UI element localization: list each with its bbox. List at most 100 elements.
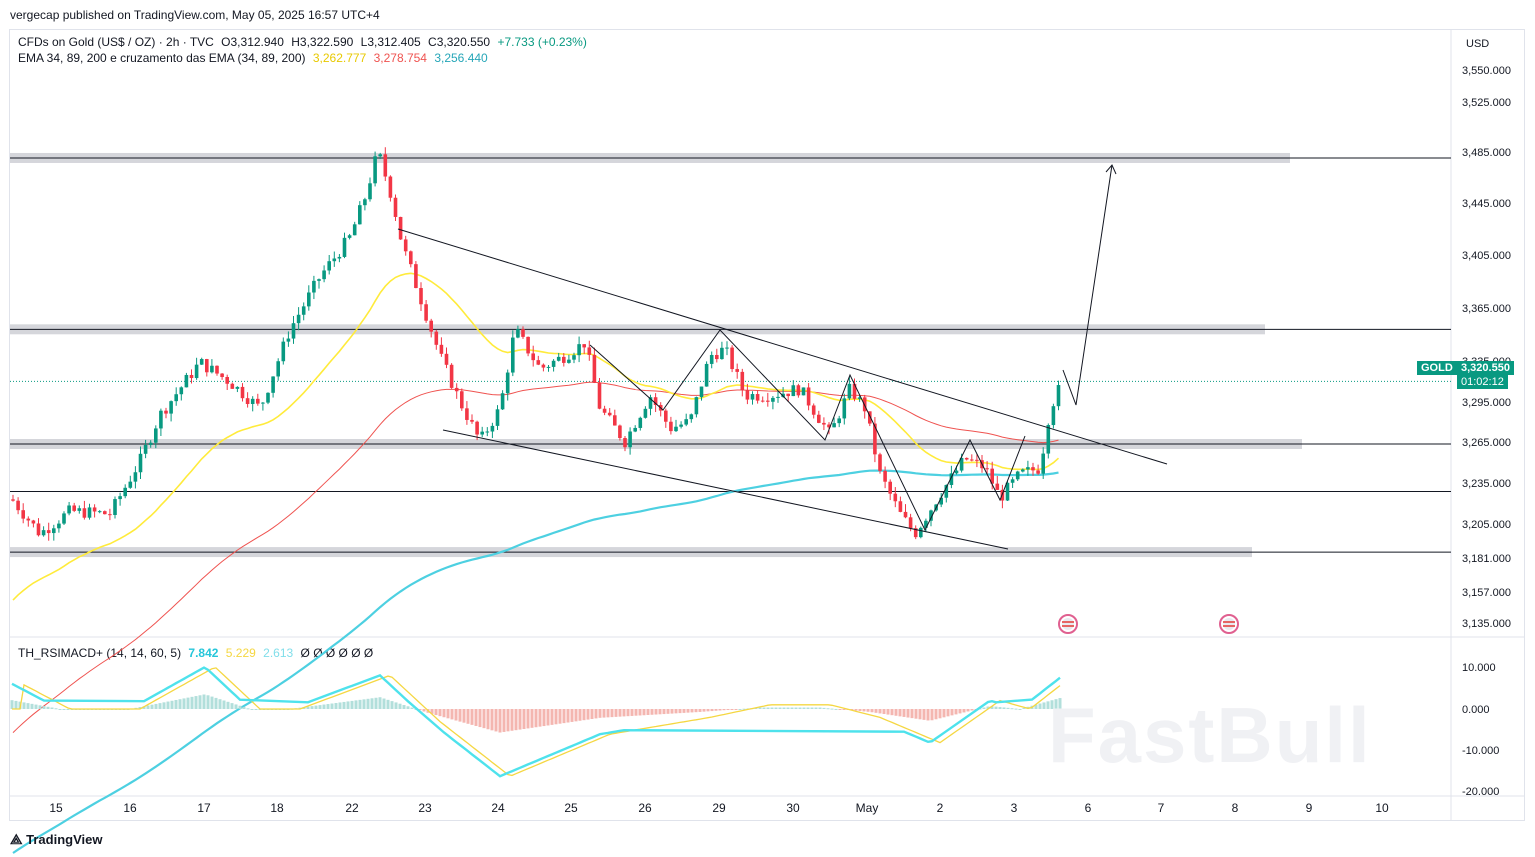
candle-body xyxy=(929,510,933,521)
candle-body xyxy=(378,154,382,157)
osc-histogram-bar xyxy=(430,709,434,714)
candle-body xyxy=(791,385,796,397)
candle-body xyxy=(602,408,607,413)
legend-open: O3,312.940 xyxy=(221,35,284,49)
candle-body xyxy=(301,306,306,315)
osc-histogram-bar xyxy=(1054,699,1058,709)
candle-body xyxy=(868,411,872,424)
osc-histogram-bar xyxy=(998,707,1002,709)
candle-body xyxy=(414,264,418,289)
osc-histogram-bar xyxy=(26,703,30,709)
osc-histogram-bar xyxy=(586,709,590,720)
candle-body xyxy=(679,424,683,427)
osc-histogram-bar xyxy=(706,709,710,712)
osc-histogram-bar xyxy=(842,709,846,710)
price-tick-label: 3,485.000 xyxy=(1462,147,1511,159)
osc-histogram-bar xyxy=(862,709,866,712)
osc-histogram-bar xyxy=(342,701,346,709)
candle-body xyxy=(750,394,755,400)
osc-histogram-bar xyxy=(1042,702,1046,709)
candle-body xyxy=(388,176,393,198)
candle-body xyxy=(363,199,367,206)
candle-body xyxy=(103,511,107,515)
candle-body xyxy=(954,470,959,474)
candle-body xyxy=(194,364,199,379)
candle-body xyxy=(852,383,857,399)
candle-body xyxy=(664,410,668,422)
candle-body xyxy=(215,365,219,374)
candle-body xyxy=(985,468,989,470)
ema34-path xyxy=(12,272,1060,601)
candle-body xyxy=(429,320,433,332)
candle-body xyxy=(261,402,265,404)
osc-histogram-bar xyxy=(458,709,462,722)
osc-histogram-bar xyxy=(238,705,242,709)
osc-histogram-bar xyxy=(410,707,414,709)
candle-body xyxy=(322,270,326,280)
osc-histogram-bar xyxy=(1050,700,1054,709)
legend-low: L3,312.405 xyxy=(360,35,421,49)
candle-body xyxy=(225,376,229,384)
currency-label[interactable]: USD xyxy=(1466,38,1490,50)
osc-histogram-bar xyxy=(550,709,554,725)
osc-histogram-bar xyxy=(858,709,862,712)
ema34-line xyxy=(12,272,1060,601)
osc-histogram-bar xyxy=(14,700,18,709)
candle-body xyxy=(842,398,847,419)
candle-body xyxy=(827,424,831,428)
osc-histogram-bar xyxy=(742,708,746,710)
candle-body xyxy=(1046,425,1051,454)
candle-body xyxy=(587,347,592,355)
candle-body xyxy=(57,523,61,529)
chart-frame xyxy=(9,29,1525,821)
osc-histogram-bar xyxy=(638,709,642,716)
osc-histogram-bar xyxy=(1058,698,1062,709)
legend-ema-label[interactable]: EMA 34, 89, 200 e cruzamento das EMA (34… xyxy=(18,51,306,65)
osc-histogram-bar xyxy=(506,709,510,732)
candle-body xyxy=(704,363,709,387)
candle-body xyxy=(551,360,556,367)
candle-body xyxy=(1021,469,1025,472)
ema89-line xyxy=(12,381,1059,733)
osc-tick-label: 0.000 xyxy=(1462,704,1490,716)
osc-histogram-bar xyxy=(402,705,406,709)
osc-histogram-bar xyxy=(962,709,966,713)
osc-histogram-bar xyxy=(554,709,558,725)
osc-histogram-bar xyxy=(938,709,942,719)
osc-histogram-bar xyxy=(206,695,210,709)
candle-body xyxy=(317,279,321,281)
candle-body xyxy=(210,365,214,373)
candle-body xyxy=(67,505,71,514)
osc-histogram-bar xyxy=(690,709,694,713)
legend-osc-label[interactable]: TH_RSIMACD+ (14, 14, 60, 5) xyxy=(18,646,182,660)
osc-histogram-bar xyxy=(810,707,814,709)
candle-body xyxy=(92,507,97,512)
osc-histogram-bar xyxy=(462,709,466,723)
time-tick-label: 25 xyxy=(564,801,578,815)
osc-histogram-bar xyxy=(934,709,938,720)
candle-body xyxy=(159,410,163,429)
osc-histogram-bar xyxy=(794,707,798,709)
osc-histogram-bar xyxy=(726,709,730,710)
us-flag-icon[interactable] xyxy=(1058,614,1078,634)
osc-histogram-bar xyxy=(494,709,498,732)
osc-histogram-bar xyxy=(818,707,822,709)
osc-histogram-bar xyxy=(666,709,670,714)
candle-body xyxy=(638,417,643,428)
legend-osc-v3: 2.613 xyxy=(263,646,294,660)
legend-instrument[interactable]: CFDs on Gold (US$ / OZ) · 2h · TVC xyxy=(18,35,214,49)
osc-histogram-bar xyxy=(602,709,606,718)
candle-body xyxy=(653,397,658,405)
candle-body xyxy=(924,520,928,528)
candle-body xyxy=(582,344,586,348)
us-flag-icon[interactable] xyxy=(1219,614,1239,634)
price-tick-label: 3,235.000 xyxy=(1462,478,1511,490)
tradingview-logo[interactable]: ⟁ TradingView xyxy=(10,831,102,848)
osc-histogram-bar xyxy=(578,709,582,721)
osc-histogram-bar xyxy=(1002,707,1006,709)
candle-body xyxy=(11,499,15,501)
candle-body xyxy=(169,401,173,414)
candle-body xyxy=(720,347,724,360)
candle-body xyxy=(1005,482,1010,501)
